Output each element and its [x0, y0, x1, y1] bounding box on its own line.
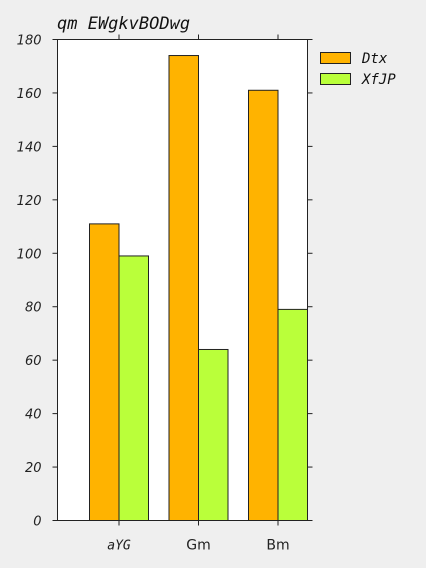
y-tick-label: 60 — [25, 354, 42, 369]
bar-xfjp-gm — [198, 348, 229, 521]
legend-label-xfjp: XfJP — [361, 72, 396, 88]
y-tick-label: 120 — [17, 194, 42, 209]
legend-label-dtx: Dtx — [361, 51, 388, 67]
y-tick-label: 40 — [25, 408, 42, 423]
x-tick-label: Gm — [186, 538, 211, 554]
bar-xfjp-ayg — [118, 255, 149, 521]
y-tick-label: 0 — [33, 515, 41, 530]
y-tick-label: 140 — [17, 140, 42, 155]
bars-group — [89, 55, 308, 522]
x-axis: aYG Gm Bm — [107, 34, 290, 554]
chart-title: qm EWgkvBODwg — [57, 14, 190, 34]
bar-xfjp-bm — [277, 308, 308, 521]
y-tick-label: 160 — [17, 87, 42, 102]
y-tick-label: 80 — [25, 301, 42, 316]
legend-swatch-xfjp — [320, 73, 351, 85]
x-tick-label: aYG — [107, 539, 131, 554]
y-tick-label: 100 — [17, 247, 42, 262]
x-tick-label: Bm — [266, 538, 289, 554]
y-tick-label: 20 — [25, 461, 42, 476]
plot-frame — [57, 39, 308, 521]
bar-dtx-gm — [168, 55, 199, 522]
legend: Dtx XfJP — [320, 51, 396, 88]
y-tick-label: 180 — [17, 34, 42, 49]
legend-swatch-dtx — [320, 52, 351, 64]
y-axis: 0 20 40 60 80 100 120 140 160 180 — [17, 34, 313, 530]
bar-dtx-ayg — [89, 223, 120, 521]
bar-dtx-bm — [248, 89, 279, 522]
